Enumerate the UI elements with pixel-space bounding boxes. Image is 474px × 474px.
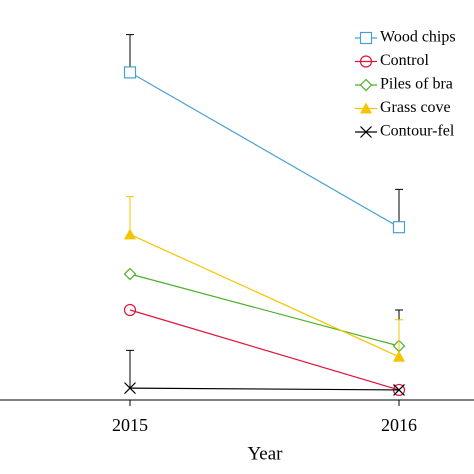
legend-label: Wood chips — [380, 29, 456, 46]
error-bar — [126, 349, 134, 389]
legend-label: Grass cove — [380, 99, 451, 116]
legend-label: Contour-fel — [380, 123, 455, 140]
legend-marker — [359, 55, 373, 68]
x-axis-label: Year — [247, 443, 283, 464]
legend-label: Control — [380, 52, 429, 69]
series-line — [129, 71, 400, 228]
series-line — [129, 309, 400, 391]
legend-marker — [359, 78, 373, 92]
legend-marker — [360, 126, 372, 138]
data-point — [123, 267, 137, 281]
x-tick-label: 2016 — [381, 415, 417, 435]
data-point — [393, 383, 405, 396]
series-line — [129, 273, 400, 347]
series-line — [129, 233, 400, 358]
legend-label: Piles of bra — [380, 76, 453, 93]
data-point — [124, 382, 136, 395]
data-point — [123, 303, 137, 317]
data-point — [392, 221, 406, 234]
error-bar — [395, 188, 403, 228]
data-point — [124, 228, 136, 240]
legend-marker — [359, 31, 373, 45]
error-bar — [126, 196, 134, 235]
error-bar — [395, 319, 403, 357]
series-line — [129, 387, 400, 391]
data-point — [123, 66, 137, 79]
legend-marker — [360, 102, 372, 114]
x-tick-label: 2015 — [112, 415, 148, 435]
data-point — [393, 350, 405, 362]
error-bar — [126, 34, 134, 73]
